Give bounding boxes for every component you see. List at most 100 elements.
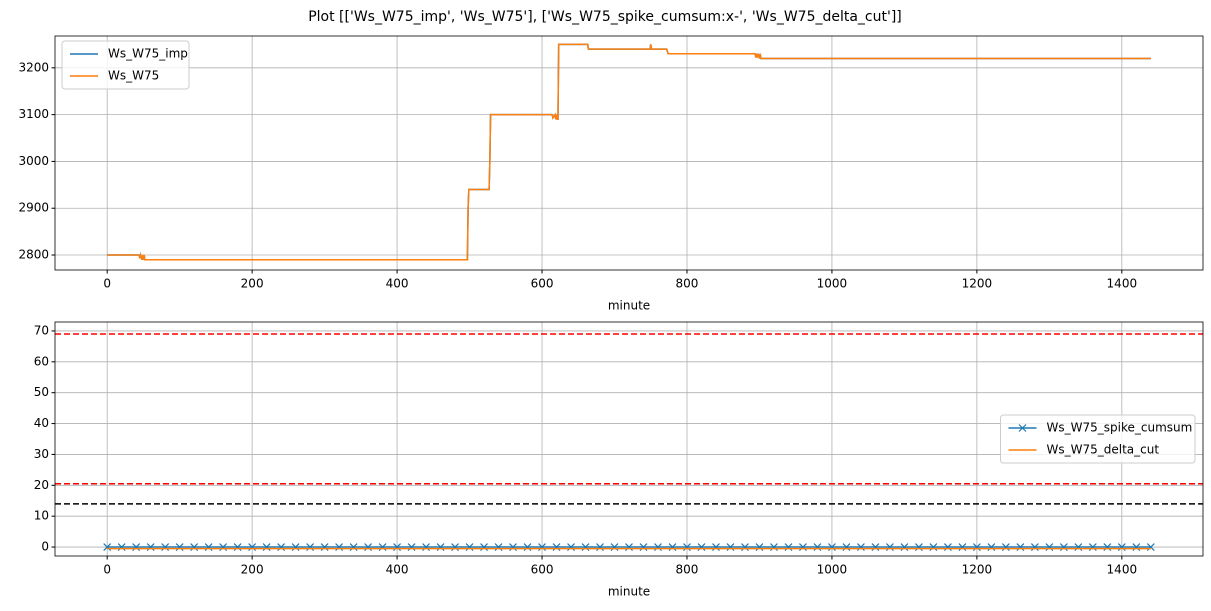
series-line bbox=[107, 43, 1151, 261]
marker bbox=[581, 543, 590, 551]
marker bbox=[625, 543, 633, 551]
marker bbox=[132, 543, 141, 551]
marker bbox=[552, 543, 561, 551]
marker bbox=[451, 543, 459, 551]
x-tick-label: 400 bbox=[386, 563, 409, 577]
y-tick-label: 60 bbox=[34, 354, 49, 368]
plot-area bbox=[107, 43, 1151, 261]
marker bbox=[784, 543, 793, 551]
legend-marker bbox=[1018, 424, 1027, 432]
axes-frame bbox=[54, 35, 1204, 271]
y-tick-label: 10 bbox=[34, 509, 49, 523]
x-tick-label: 800 bbox=[676, 563, 699, 577]
marker bbox=[509, 543, 517, 551]
marker bbox=[668, 543, 677, 551]
marker bbox=[914, 543, 923, 551]
marker bbox=[900, 543, 909, 551]
marker bbox=[755, 543, 764, 551]
marker bbox=[770, 543, 778, 551]
marker bbox=[465, 543, 474, 551]
legend-label: Ws_W75_spike_cumsum bbox=[1047, 421, 1193, 435]
marker bbox=[407, 543, 416, 551]
marker bbox=[799, 543, 807, 551]
marker bbox=[538, 543, 546, 551]
marker bbox=[480, 543, 488, 551]
x-tick-label: 200 bbox=[241, 563, 264, 577]
marker bbox=[741, 543, 749, 551]
marker bbox=[190, 543, 199, 551]
marker bbox=[335, 543, 344, 551]
marker bbox=[871, 543, 880, 551]
marker bbox=[712, 543, 720, 551]
marker bbox=[958, 543, 967, 551]
x-tick-label: 400 bbox=[386, 277, 409, 291]
marker bbox=[422, 543, 430, 551]
legend-label: Ws_W75 bbox=[108, 69, 159, 83]
marker bbox=[828, 543, 836, 551]
plot-area bbox=[55, 333, 1203, 551]
marker bbox=[219, 543, 228, 551]
y-tick-label: 3000 bbox=[18, 154, 49, 168]
y-tick-label: 20 bbox=[34, 478, 49, 492]
marker bbox=[364, 543, 373, 551]
y-tick-label: 2900 bbox=[18, 201, 49, 215]
x-tick-label: 0 bbox=[103, 277, 111, 291]
x-tick-label: 0 bbox=[103, 563, 111, 577]
marker bbox=[697, 543, 706, 551]
y-tick-label: 2800 bbox=[18, 248, 49, 262]
marker bbox=[1146, 543, 1155, 551]
x-tick-label: 1000 bbox=[817, 277, 848, 291]
marker bbox=[306, 543, 315, 551]
marker bbox=[610, 543, 619, 551]
x-axis-label: minute bbox=[608, 299, 650, 313]
x-tick-label: 800 bbox=[676, 277, 699, 291]
marker bbox=[1045, 543, 1054, 551]
x-tick-label: 600 bbox=[531, 563, 554, 577]
marker bbox=[262, 543, 271, 551]
marker bbox=[567, 543, 575, 551]
y-tick-label: 30 bbox=[34, 447, 49, 461]
marker bbox=[654, 543, 662, 551]
marker bbox=[1030, 543, 1039, 551]
marker bbox=[596, 543, 604, 551]
marker bbox=[943, 543, 952, 551]
marker bbox=[972, 543, 981, 551]
marker bbox=[146, 543, 155, 551]
marker bbox=[639, 543, 648, 551]
marker bbox=[1103, 543, 1112, 551]
x-tick-label: 200 bbox=[241, 277, 264, 291]
x-tick-label: 1200 bbox=[962, 563, 993, 577]
y-tick-label: 3100 bbox=[18, 107, 49, 121]
marker bbox=[291, 543, 300, 551]
marker bbox=[277, 543, 286, 551]
marker bbox=[494, 543, 503, 551]
marker bbox=[523, 543, 532, 551]
legend-box bbox=[1000, 414, 1196, 464]
y-tick-label: 3200 bbox=[18, 60, 49, 74]
marker bbox=[1117, 543, 1126, 551]
x-tick-label: 1400 bbox=[1107, 277, 1138, 291]
marker bbox=[813, 543, 822, 551]
axes-frame bbox=[54, 321, 1204, 557]
marker bbox=[1016, 543, 1025, 551]
x-tick-label: 1000 bbox=[817, 563, 848, 577]
legend-label: Ws_W75_imp bbox=[108, 47, 188, 61]
marker bbox=[856, 543, 865, 551]
marker bbox=[1059, 543, 1068, 551]
y-tick-label: 40 bbox=[34, 416, 49, 430]
marker bbox=[161, 543, 170, 551]
marker bbox=[117, 543, 126, 551]
marker bbox=[987, 543, 996, 551]
marker bbox=[103, 543, 112, 551]
y-tick-label: 50 bbox=[34, 385, 49, 399]
x-tick-label: 600 bbox=[531, 277, 554, 291]
marker bbox=[320, 543, 329, 551]
marker bbox=[349, 543, 358, 551]
legend-label: Ws_W75_delta_cut bbox=[1047, 443, 1160, 457]
legend-box bbox=[61, 40, 190, 90]
marker bbox=[929, 543, 938, 551]
y-tick-label: 70 bbox=[34, 323, 49, 337]
x-tick-label: 1200 bbox=[962, 277, 993, 291]
marker bbox=[233, 543, 242, 551]
